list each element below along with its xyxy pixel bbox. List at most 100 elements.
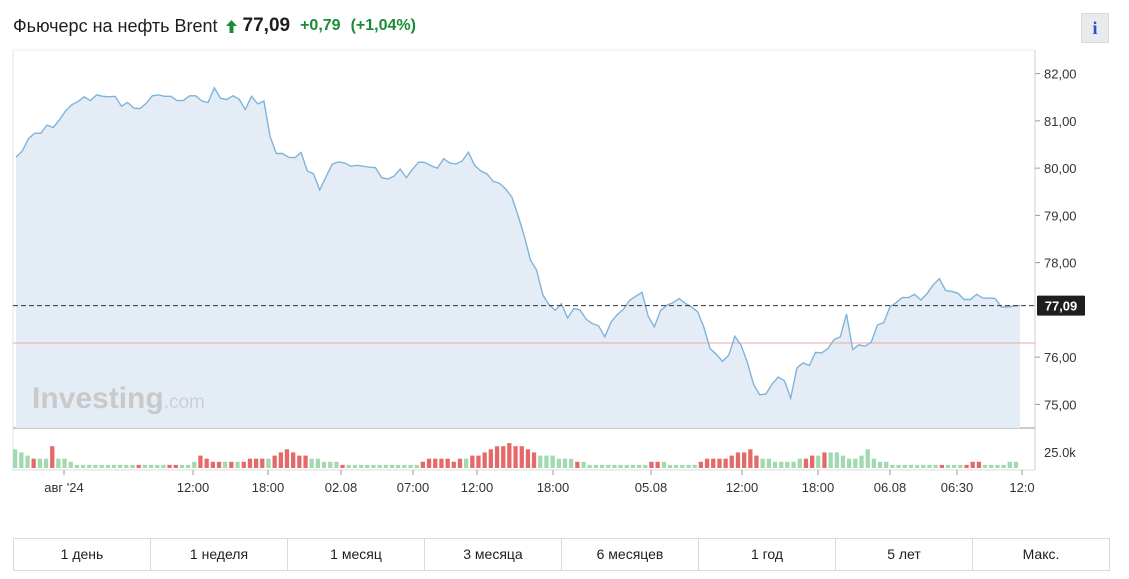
volume-bar (550, 455, 555, 468)
volume-bar (742, 452, 747, 468)
volume-bar (890, 464, 895, 468)
volume-bar (945, 464, 951, 468)
x-tick-label: 18:00 (802, 480, 835, 495)
volume-bar (884, 461, 889, 468)
range-button[interactable]: 1 неделя (151, 539, 288, 570)
volume-bar (624, 464, 629, 468)
volume-bar (847, 458, 852, 468)
y-tick-label: 75,00 (1044, 397, 1077, 412)
range-button[interactable]: 5 лет (836, 539, 973, 570)
volume-bar (371, 464, 376, 468)
current-price-label: 77,09 (1045, 299, 1078, 314)
volume-bar (173, 464, 178, 468)
volume-bar (359, 464, 364, 468)
volume-bar (692, 464, 697, 468)
range-button[interactable]: 3 месяца (425, 539, 562, 570)
x-tick-label: 07:00 (397, 480, 430, 495)
volume-bar (352, 464, 358, 468)
volume-bar (630, 464, 636, 468)
volume-bar (921, 464, 926, 468)
volume-bar (340, 464, 345, 468)
range-button[interactable]: Макс. (1022, 546, 1060, 562)
volume-axis-label: 25.0k (1044, 445, 1076, 460)
x-tick-label: 12:0 (1009, 480, 1034, 495)
range-button[interactable]: 1 год (699, 539, 836, 570)
volume-bar (223, 461, 228, 468)
volume-bar (575, 461, 580, 468)
volume-bar (297, 455, 302, 468)
volume-bar (62, 458, 67, 468)
y-tick-label: 78,00 (1044, 256, 1077, 271)
volume-bar (93, 464, 98, 468)
x-tick-label: 12:00 (726, 480, 759, 495)
volume-bar (210, 461, 215, 468)
volume-bar (291, 452, 296, 468)
volume-bar (328, 461, 333, 468)
volume-bar (865, 449, 870, 468)
volume-bar (803, 458, 809, 468)
volume-bar (216, 461, 222, 468)
volume-bar (99, 464, 104, 468)
volume-bar (952, 464, 957, 468)
volume-bar (982, 464, 988, 468)
y-tick-label: 80,00 (1044, 161, 1077, 176)
volume-bar (186, 464, 191, 468)
volume-bar (606, 464, 611, 468)
volume-bar (167, 464, 172, 468)
volume-bar (779, 461, 784, 468)
volume-bar (476, 455, 481, 468)
volume-bar (451, 461, 456, 468)
volume-bar (939, 464, 944, 468)
volume-bar (908, 464, 914, 468)
volume-bar (439, 458, 444, 468)
range-selector: 1 день 1 неделя 1 месяц 3 месяца 6 месяцев 1 … (13, 538, 1110, 571)
volume-bar (902, 464, 907, 468)
y-tick-label: 76,00 (1044, 350, 1077, 365)
volume-bar (816, 455, 821, 468)
volume-bar (970, 461, 975, 468)
volume-bar (704, 458, 710, 468)
volume-bar (414, 464, 419, 468)
range-button[interactable]: 6 месяцев (562, 539, 699, 570)
volume-bar (50, 446, 55, 468)
volume-bar (766, 458, 771, 468)
volume-bar (198, 455, 203, 468)
volume-bar (235, 461, 240, 468)
volume-bar (43, 458, 49, 468)
volume-bar (1001, 464, 1006, 468)
volume-bar (587, 464, 592, 468)
range-button[interactable]: 1 день (14, 539, 151, 570)
last-price: 77,09 (242, 15, 291, 36)
volume-bar (260, 458, 265, 468)
volume-bar (674, 464, 679, 468)
range-button[interactable]: 1 месяц (288, 539, 425, 570)
volume-bars (13, 443, 1019, 468)
time-axis: авг '24 12:00 18:00 02.08 07:00 12:00 18:00 05.… (44, 470, 1035, 495)
volume-bar (531, 452, 537, 468)
volume-bar (933, 464, 938, 468)
volume-bar (488, 449, 493, 468)
volume-bar (56, 458, 61, 468)
volume-bar (433, 458, 438, 468)
volume-bar (667, 464, 673, 468)
volume-bar (31, 458, 36, 468)
volume-bar (272, 455, 277, 468)
y-tick-label: 81,00 (1044, 114, 1077, 129)
volume-bar (680, 464, 685, 468)
volume-bar (74, 464, 80, 468)
volume-bar (111, 464, 117, 468)
volume-bar (834, 452, 839, 468)
volume-bar (643, 464, 648, 468)
info-button[interactable]: i (1081, 13, 1109, 43)
volume-bar (247, 458, 253, 468)
volume-bar (402, 464, 407, 468)
price-change-percent: (+1,04%) (350, 17, 416, 34)
volume-bar (785, 461, 790, 468)
price-chart[interactable]: 82,00 81,00 80,00 79,00 78,00 76,00 75,00 77,0… (0, 0, 1129, 536)
x-tick-label: 12:00 (177, 480, 210, 495)
volume-bar (278, 452, 283, 468)
volume-bar (593, 464, 598, 468)
volume-bar (958, 464, 963, 468)
volume-bar (612, 464, 617, 468)
volume-bar (482, 452, 487, 468)
